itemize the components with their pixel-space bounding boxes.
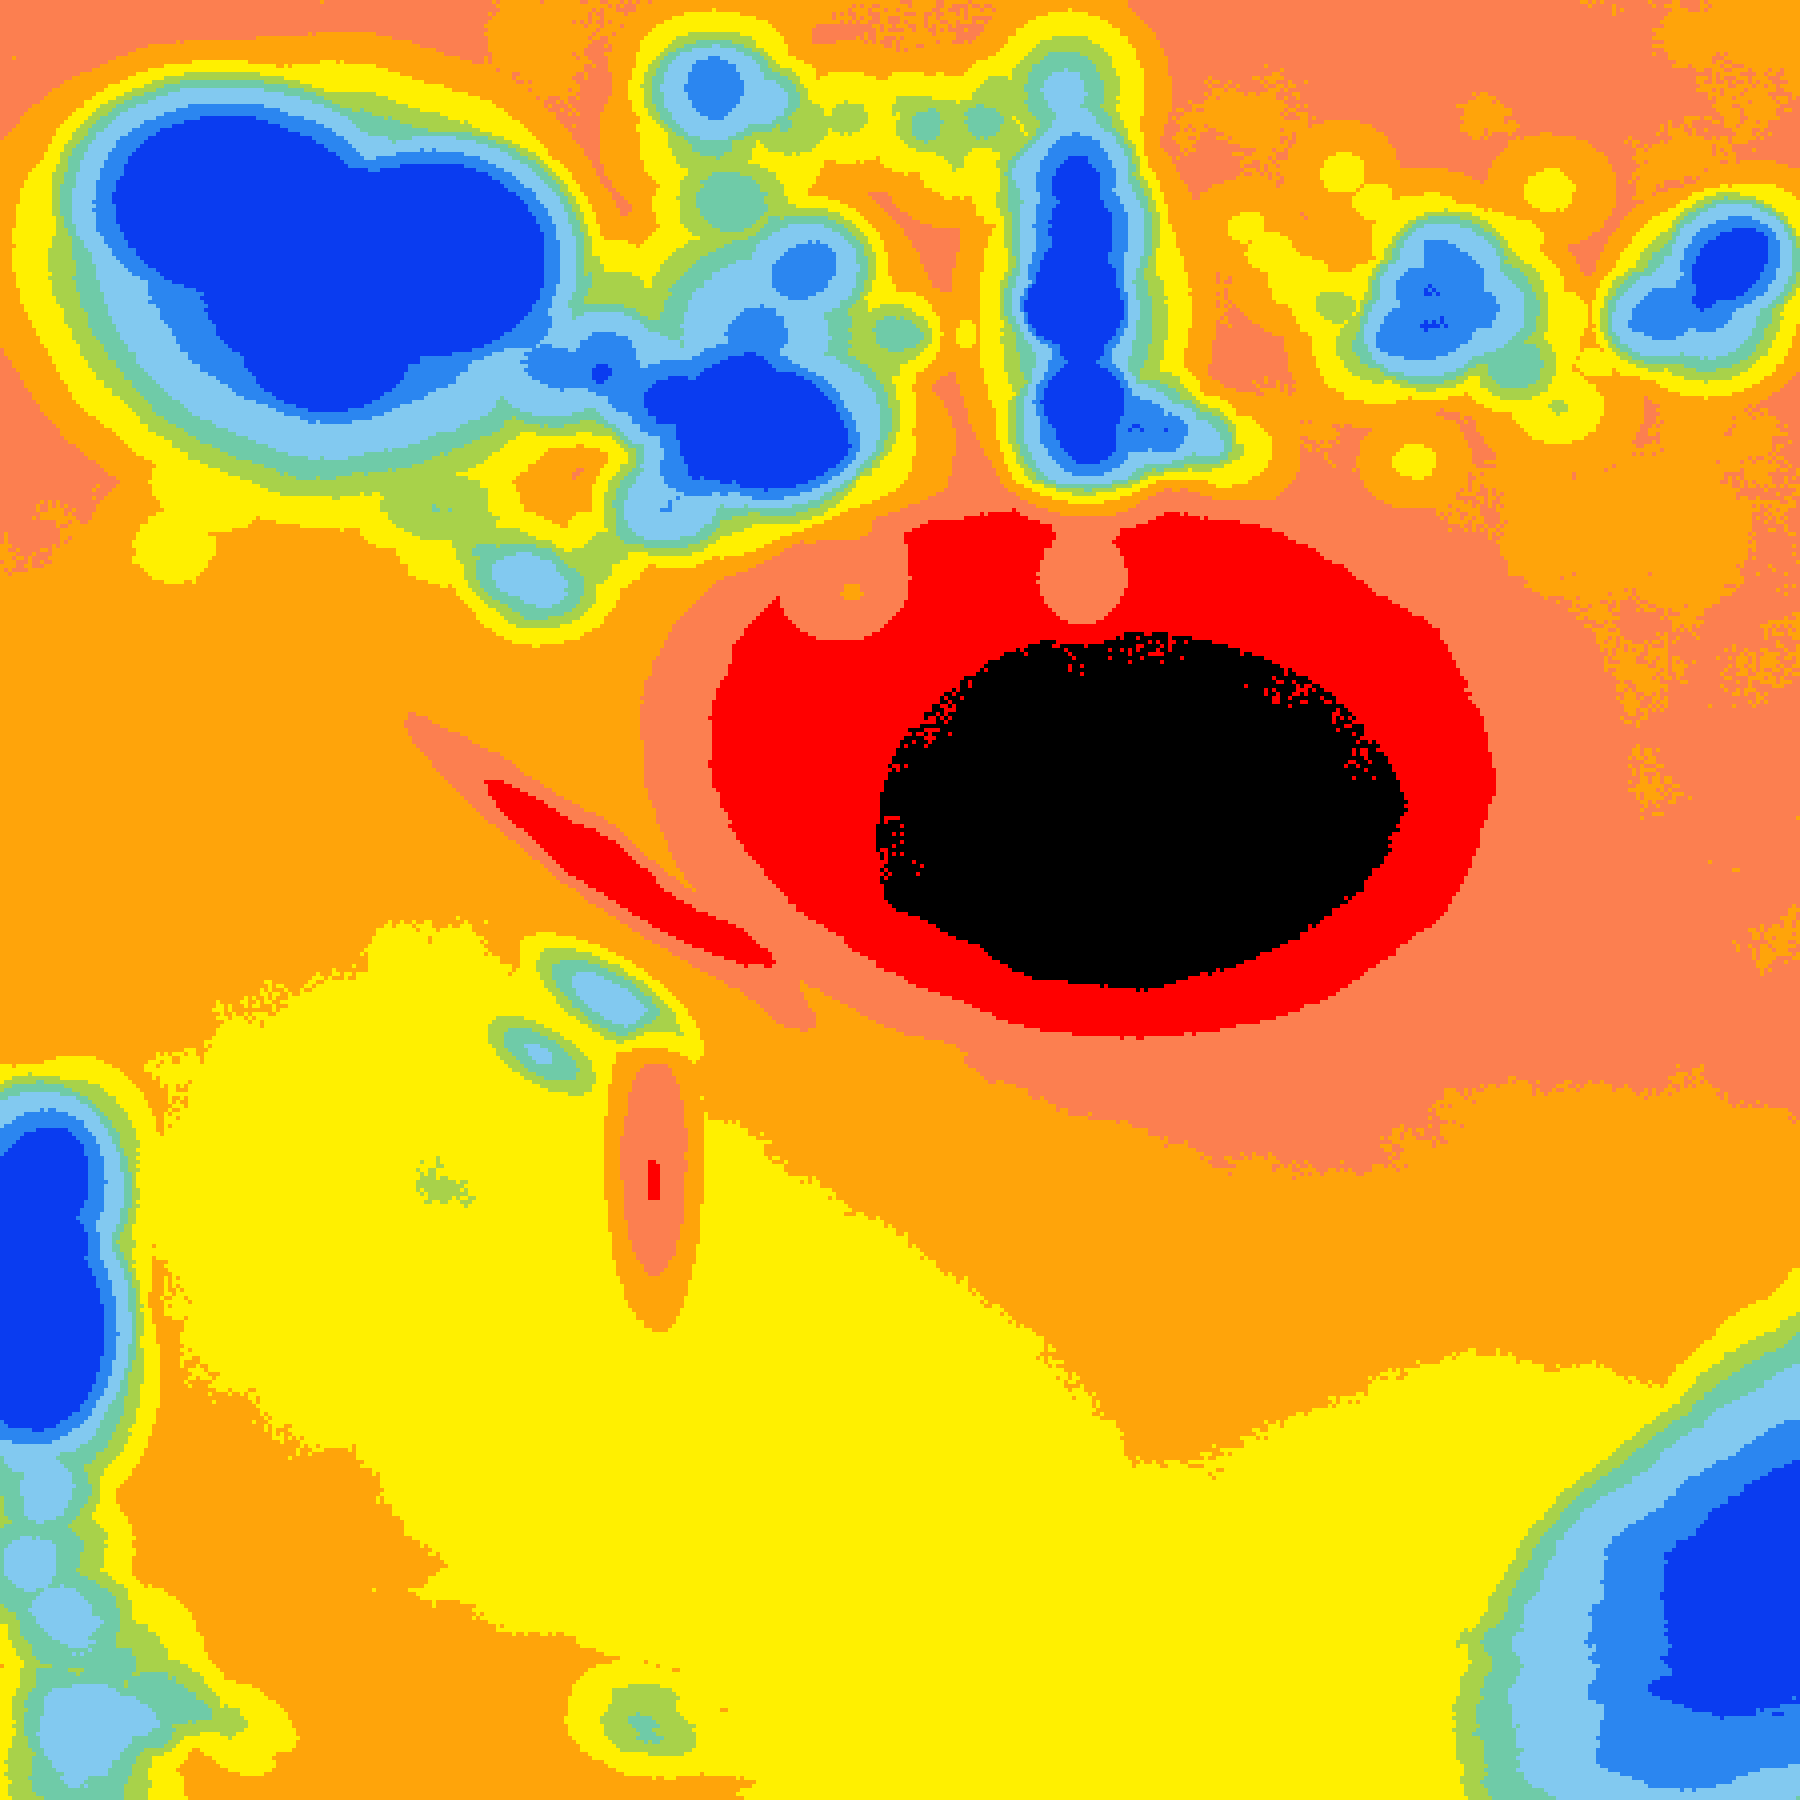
raster-map-viewport: Classified False-Color Raster [0,0,1800,1800]
false-color-raster-image [0,0,1800,1800]
